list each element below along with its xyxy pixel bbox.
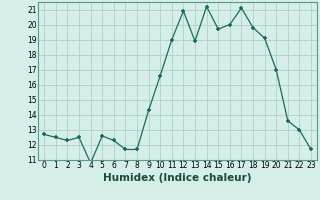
X-axis label: Humidex (Indice chaleur): Humidex (Indice chaleur) bbox=[103, 173, 252, 183]
